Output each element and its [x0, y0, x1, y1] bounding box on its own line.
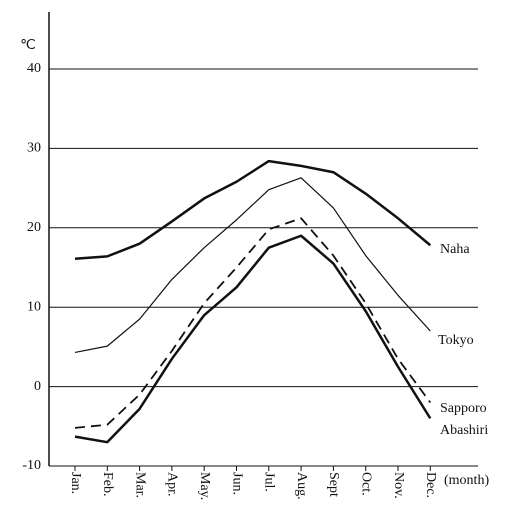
series-line	[74, 177, 431, 354]
y-tick-label: 20	[27, 220, 41, 235]
x-tick-label: Oct.	[358, 472, 373, 496]
series-line	[74, 159, 432, 261]
series-label: Abashiri	[440, 423, 488, 438]
x-tick-label: Apr.	[165, 472, 180, 497]
x-tick-label: Dec.	[423, 472, 438, 498]
series-line	[74, 234, 432, 444]
x-tick-label: Nov.	[391, 472, 406, 499]
x-tick-label: Aug.	[294, 472, 309, 500]
series-line	[74, 217, 432, 429]
x-tick-label: Jun.	[229, 472, 244, 495]
y-tick-label: -10	[22, 458, 41, 473]
x-tick-label: Jan.	[68, 472, 83, 494]
series-label: Sapporo	[440, 401, 487, 416]
x-tick-label: Feb.	[100, 472, 115, 497]
y-tick-label: 10	[27, 299, 41, 314]
x-tick-label: Mar.	[132, 472, 147, 498]
series-label: Tokyo	[438, 333, 474, 348]
x-tick-label: May.	[197, 472, 212, 500]
y-tick-label: 30	[27, 141, 41, 156]
y-unit: ℃	[20, 38, 36, 53]
y-tick-label: 0	[34, 379, 41, 394]
series-label: Naha	[440, 242, 470, 257]
x-axis-label: (month)	[444, 473, 489, 488]
x-tick-label: Sept	[326, 472, 341, 497]
x-tick-label: Jul.	[262, 472, 277, 492]
y-tick-label: 40	[27, 61, 41, 76]
